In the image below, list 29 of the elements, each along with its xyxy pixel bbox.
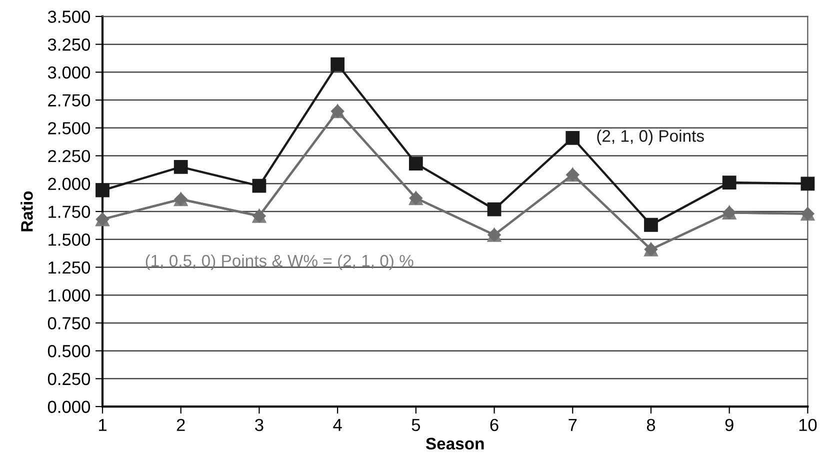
y-tick-label: 1.250 <box>48 261 90 274</box>
x-tick-label: 1 <box>98 418 106 431</box>
x-tick-label: 8 <box>646 418 656 432</box>
y-tick-label: 1.500 <box>48 234 90 246</box>
y-axis-title: Ratio <box>20 191 33 232</box>
y-tick-label: 2.250 <box>48 150 90 162</box>
y-tick-label: 2.750 <box>48 94 90 107</box>
x-tick-label: 6 <box>490 418 498 432</box>
x-tick-label: 4 <box>333 418 342 431</box>
y-tick-label: 2.000 <box>48 178 90 190</box>
y-tick-label: 2.500 <box>48 122 90 134</box>
y-tick-label: 3.500 <box>48 10 90 23</box>
x-tick-label: 2 <box>176 418 185 431</box>
x-tick-label: 5 <box>412 418 420 432</box>
x-tick-label: 9 <box>725 418 734 432</box>
x-tick-label: 7 <box>568 418 577 431</box>
x-axis-title: Season <box>426 438 484 450</box>
y-tick-label: 1.000 <box>48 289 90 302</box>
y-tick-label: 3.000 <box>48 66 90 79</box>
x-tick-label: 10 <box>799 418 817 432</box>
x-tick-label: 3 <box>255 418 264 432</box>
text: (1, 0.5, 0) Points & W% = (2, 1, 0) % <box>146 254 414 270</box>
series-label: (2, 1, 0) Points <box>597 130 704 146</box>
y-tick-label: 0.250 <box>48 372 90 386</box>
y-tick-label: 3.250 <box>48 38 90 51</box>
y-tick-label: 1.750 <box>48 206 90 218</box>
y-tick-label: 0.500 <box>48 344 90 358</box>
y-tick-label: 0.000 <box>48 400 90 414</box>
y-tick-label: 0.750 <box>48 317 90 330</box>
